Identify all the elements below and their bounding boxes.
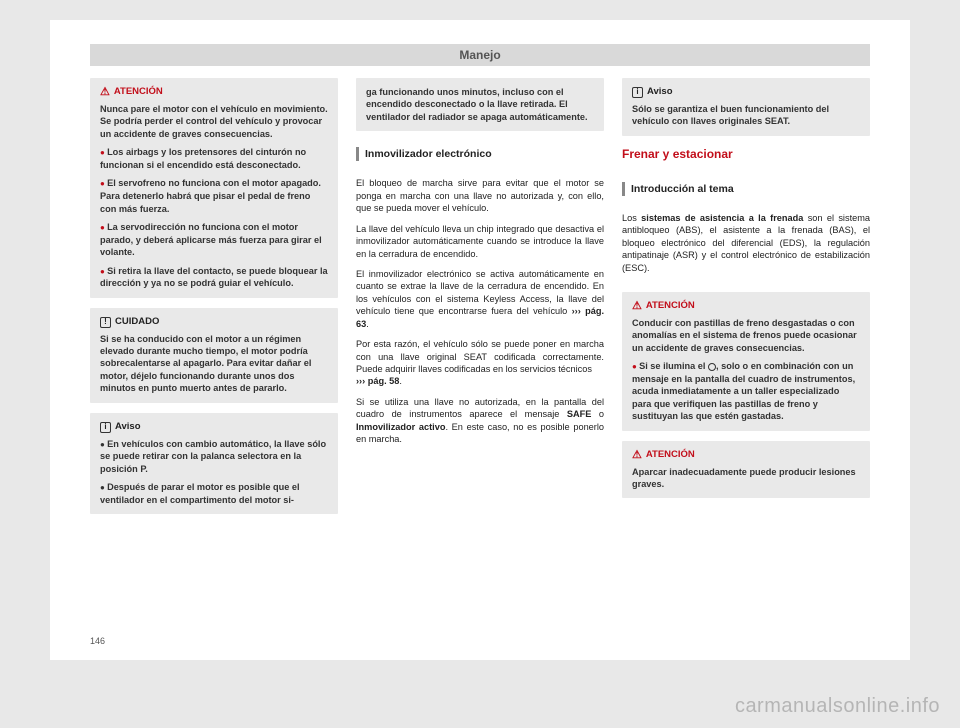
atencion3-label: ATENCIÓN [646,300,695,313]
info-icon: i [632,87,643,98]
warning-icon: ⚠ [632,450,642,461]
body-p2: La llave del vehículo lleva un chip inte… [356,223,604,260]
cont-p1: ga funcionando unos minutos, incluso con… [366,86,594,123]
introduccion-heading: Introducción al tema [622,182,870,196]
body-p1: El bloqueo de marcha sirve para evitar q… [356,177,604,214]
aviso-callout: i Aviso En vehículos con cambio automáti… [90,413,338,515]
warning-icon: ⚠ [100,87,110,98]
manual-page: Manejo ⚠ ATENCIÓN Nunca pare el motor co… [50,20,910,660]
column-2: ga funcionando unos minutos, incluso con… [356,78,604,514]
atencion4-label: ATENCIÓN [646,449,695,462]
caution-icon: ! [100,317,111,328]
fp1bold: sistemas de asistencia a la frenada [641,213,803,223]
safe-label: SAFE [567,409,592,419]
atencion3-p1: Conducir con pastillas de freno desgasta… [632,317,860,354]
atencion3-title: ⚠ ATENCIÓN [632,300,860,313]
inmovilizador-body: El bloqueo de marcha sirve para evitar q… [356,177,604,453]
fp1a: Los [622,213,641,223]
page-number: 146 [90,636,105,646]
inmov-label: Inmovilizador activo [356,422,445,432]
atencion-title: ⚠ ATENCIÓN [100,86,328,99]
frenar-section-title: Frenar y estacionar [622,146,870,162]
b1a: Si se ilumina el [639,361,708,371]
cuidado-title: ! CUIDADO [100,316,328,329]
watermark: carmanualsonline.info [735,695,940,718]
frenar-body: Los sistemas de asistencia a la frenada … [622,212,870,282]
aviso-label: Aviso [115,421,141,434]
atencion-b3: La servodirección no funciona con el mot… [100,221,328,259]
frenar-p1: Los sistemas de asistencia a la frenada … [622,212,870,274]
p3a: El inmovilizador electrónico se activa a… [356,269,604,316]
atencion-p1: Nunca pare el motor con el vehículo en m… [100,103,328,140]
atencion-b1: Los airbags y los pretensores del cintur… [100,146,328,171]
page-ref-58[interactable]: ››› pág. 58 [356,376,399,386]
atencion4-p1: Aparcar inadecuadamente puede producir l… [632,466,860,491]
info-icon: i [100,422,111,433]
aviso2-callout: i Aviso Sólo se garantiza el buen funcio… [622,78,870,136]
aviso2-title: i Aviso [632,86,860,99]
atencion-b2: El servofreno no funciona con el motor a… [100,177,328,215]
atencion-callout: ⚠ ATENCIÓN Nunca pare el motor con el ve… [90,78,338,298]
aviso-title: i Aviso [100,421,328,434]
p4b: . [399,376,402,386]
aviso2-label: Aviso [647,86,673,99]
atencion4-title: ⚠ ATENCIÓN [632,449,860,462]
column-1: ⚠ ATENCIÓN Nunca pare el motor con el ve… [90,78,338,514]
warning-icon: ⚠ [632,301,642,312]
body-p4: Por esta razón, el vehículo sólo se pued… [356,338,604,388]
aviso2-p1: Sólo se garantiza el buen funcionamiento… [632,103,860,128]
aviso-b1: En vehículos con cambio automático, la l… [100,438,328,476]
body-p5: Si se utiliza una llave no autorizada, e… [356,396,604,446]
atencion3-b1: Si se ilumina el , solo o en combinación… [632,360,860,422]
column-3: i Aviso Sólo se garantiza el buen funcio… [622,78,870,514]
inmovilizador-heading: Inmovilizador electrónico [356,147,604,161]
p5mid: o [591,409,604,419]
aviso-b2: Después de parar el motor es posible que… [100,481,328,506]
brake-warning-icon [708,363,716,371]
p4a: Por esta razón, el vehículo sólo se pued… [356,339,604,374]
page-header: Manejo [90,44,870,66]
continuation-callout: ga funcionando unos minutos, incluso con… [356,78,604,131]
atencion3-callout: ⚠ ATENCIÓN Conducir con pastillas de fre… [622,292,870,431]
cuidado-p1: Si se ha conducido con el motor a un rég… [100,333,328,395]
content-columns: ⚠ ATENCIÓN Nunca pare el motor con el ve… [90,78,870,514]
body-p3: El inmovilizador electrónico se activa a… [356,268,604,330]
atencion-label: ATENCIÓN [114,86,163,99]
cuidado-callout: ! CUIDADO Si se ha conducido con el moto… [90,308,338,403]
p3b: . [366,319,369,329]
atencion4-callout: ⚠ ATENCIÓN Aparcar inadecuadamente puede… [622,441,870,499]
cuidado-label: CUIDADO [115,316,159,329]
atencion-b4: Si retira la llave del contacto, se pued… [100,265,328,290]
